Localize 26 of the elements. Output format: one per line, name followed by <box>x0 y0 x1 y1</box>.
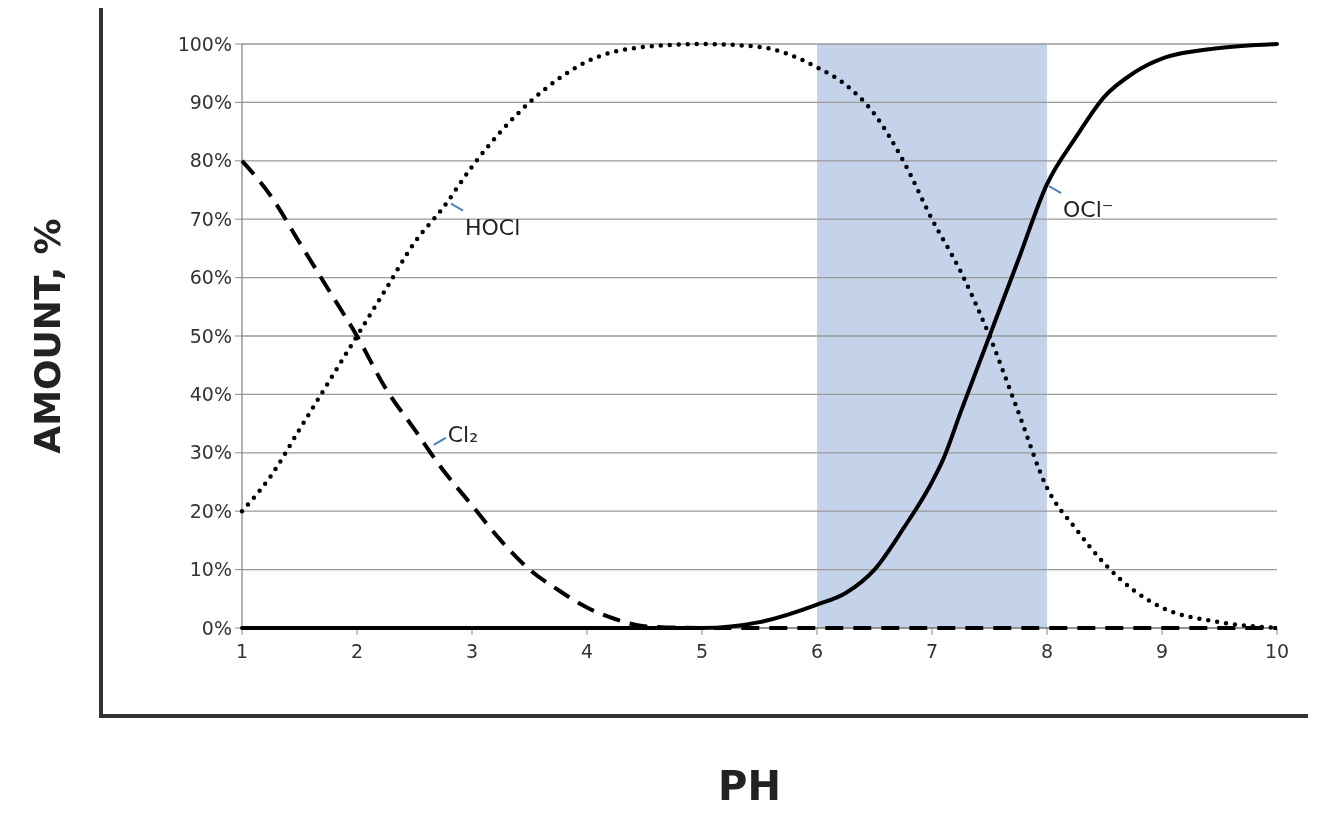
annotation: HOCl <box>465 214 521 240</box>
y-tick-label: 100% <box>177 32 232 55</box>
x-tick-label: 2 <box>350 640 364 662</box>
y-tick-label: 40% <box>189 383 232 406</box>
annotation: Cl₂ <box>447 421 479 447</box>
x-tick-label: 1 <box>235 640 249 662</box>
y-tick-label: 80% <box>189 149 232 172</box>
x-axis-title: PH <box>718 763 781 809</box>
y-tick-label: 90% <box>189 91 232 114</box>
x-tick-label: 3 <box>465 640 479 662</box>
y-tick-label: 70% <box>189 207 232 230</box>
y-axis-title: AMOUNT, % <box>27 218 68 454</box>
y-tick-label: 60% <box>189 266 232 289</box>
x-tick-label: 6 <box>810 640 824 662</box>
y-tick-label: 20% <box>189 499 232 522</box>
x-tick-label: 7 <box>925 640 939 662</box>
annotation: OCl⁻ <box>1063 197 1114 223</box>
y-tick-label: 0% <box>201 616 232 639</box>
x-tick-label: 5 <box>695 640 709 662</box>
x-tick-label: 4 <box>580 640 594 662</box>
y-tick-label: 30% <box>189 441 232 464</box>
y-tick-label: 10% <box>189 558 232 581</box>
y-tick-label: 50% <box>189 324 232 347</box>
x-tick-label: 8 <box>1040 640 1054 662</box>
x-tick-label: 9 <box>1155 640 1169 662</box>
x-tick-label: 10 <box>1264 640 1290 662</box>
